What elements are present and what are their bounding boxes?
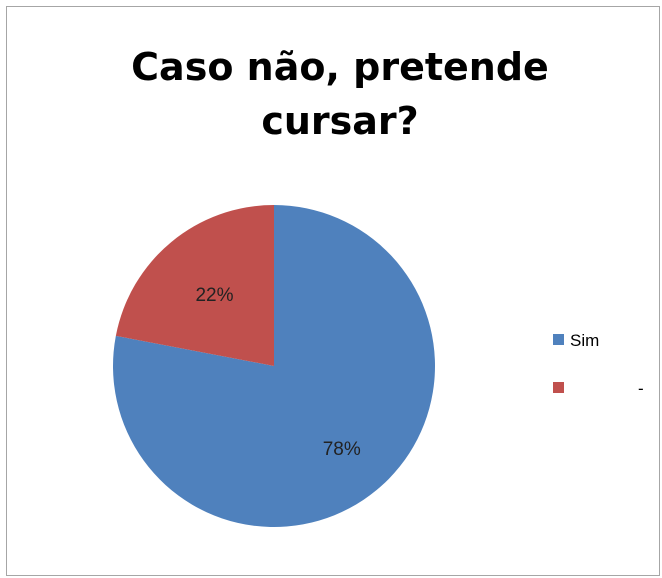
- legend: Sim -: [553, 331, 644, 398]
- data-label-2: 22%: [195, 285, 233, 306]
- data-label-1: 78%: [323, 439, 361, 460]
- chart-title-line-2: cursar?: [261, 99, 419, 143]
- pie-slices: [112, 205, 435, 527]
- chart-title: Caso não, pretende cursar?: [0, 40, 662, 148]
- chart-title-line-1: Caso não, pretende: [131, 45, 549, 89]
- legend-swatch-2: [553, 382, 564, 393]
- legend-label-1: Sim: [570, 331, 599, 350]
- data-labels: 78% 22%: [195, 285, 360, 460]
- legend-label-2: -: [638, 379, 644, 398]
- pie-slice-2: [115, 205, 275, 366]
- pie-slice-1: [112, 205, 435, 527]
- legend-swatch-1: [553, 334, 564, 345]
